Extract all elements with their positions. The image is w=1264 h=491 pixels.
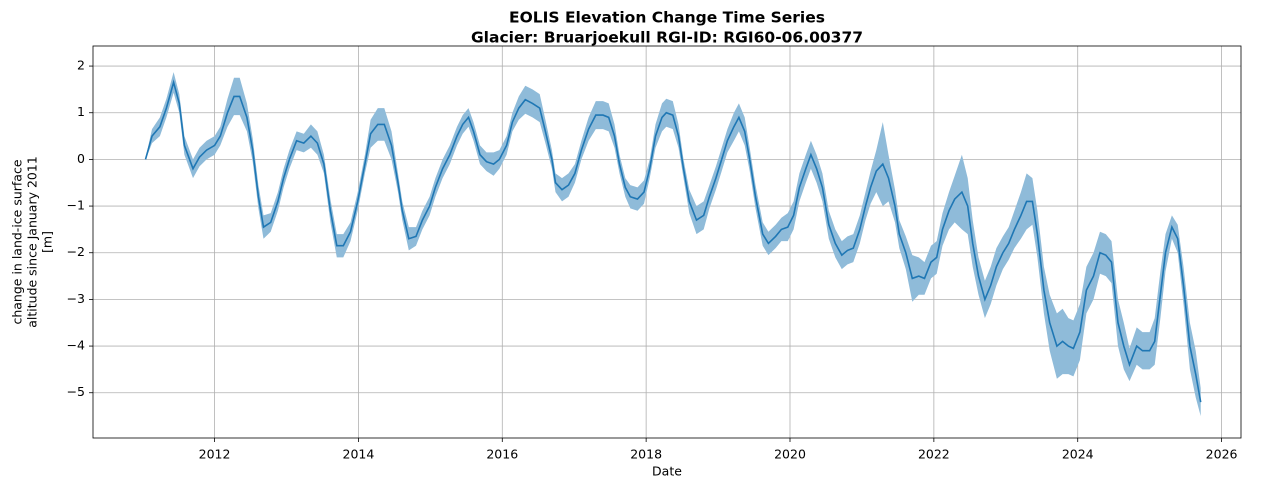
x-tick-label: 2016 [486,447,518,462]
y-axis-label: change in land-ice surface altitude sinc… [10,156,55,328]
y-axis-label-line: change in land-ice surface [10,159,25,324]
chart-subtitle: Glacier: Bruarjoekull RGI-ID: RGI60-06.0… [471,29,863,47]
x-tick-label: 2018 [630,447,662,462]
x-tick-label: 2020 [774,447,806,462]
y-axis-label-line: [m] [40,231,55,253]
y-tick-label: 2 [77,58,85,73]
y-tick-label: −5 [67,384,85,399]
y-tick-label: 0 [77,151,85,166]
x-tick-label: 2014 [343,447,375,462]
x-tick-label: 2026 [1206,447,1238,462]
x-tick-label: 2022 [918,447,950,462]
y-axis-label-line: altitude since January 2011 [25,156,40,328]
uncertainty-band [145,72,1201,417]
y-tick-label: −2 [67,244,85,259]
x-tick-label: 2012 [199,447,231,462]
x-axis-label: Date [652,464,682,479]
y-tick-label: −3 [67,291,85,306]
plot-frame [92,45,1242,439]
y-tick-label: −1 [67,198,85,213]
chart-title: EOLIS Elevation Change Time Series [509,9,825,27]
x-tick-label: 2024 [1062,447,1094,462]
y-tick-label: −4 [67,338,85,353]
series-line [144,79,1202,403]
y-tick-label: 1 [77,104,85,119]
